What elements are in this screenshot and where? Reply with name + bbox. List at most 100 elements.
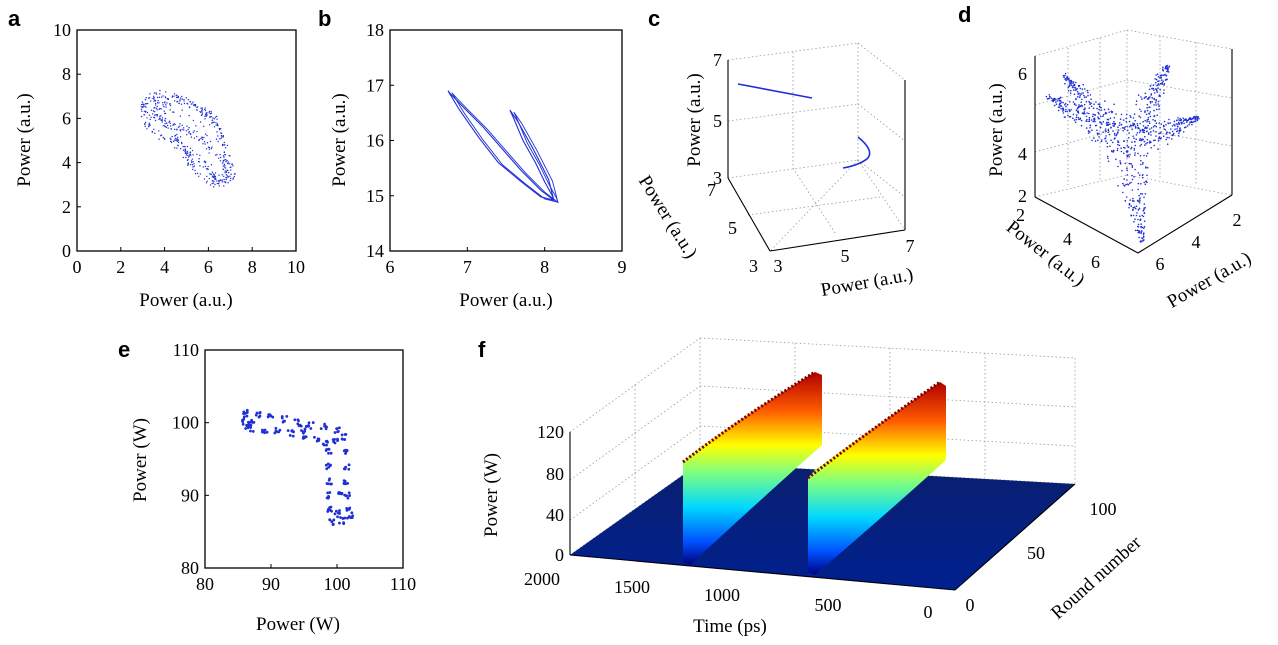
data-point-d [1183,119,1185,121]
x-tick-label: 100 [324,574,351,594]
data-point-a [215,122,217,124]
y-tick-f-100: 100 [1090,499,1117,519]
data-point-d [1079,94,1081,97]
data-point-e [347,467,351,471]
data-point-a [168,121,170,123]
data-point-d [1143,208,1145,211]
data-point-a [199,173,202,175]
data-point-d [1158,105,1160,107]
data-point-d [1147,124,1149,127]
data-point-d [1176,130,1179,132]
data-point-a [201,136,204,139]
data-point-a [214,183,216,186]
data-point-d [1129,199,1131,201]
data-point-e [321,442,325,446]
data-point-e [335,427,339,430]
data-point-a [232,178,234,180]
data-point-d [1188,123,1190,126]
data-point-d [1126,125,1128,128]
panel-c: c 7 5 3 7 5 3 [634,6,915,301]
data-point-a [183,102,186,105]
data-point-d [1128,132,1130,134]
data-point-d [1143,220,1146,222]
x-tick-f-1500: 1500 [614,577,650,597]
data-point-d [1141,176,1144,179]
data-point-e [299,424,303,428]
data-point-e [242,415,246,419]
data-point-d [1141,138,1144,141]
data-point-d [1145,127,1148,130]
data-point-e [339,516,342,519]
data-point-d [1139,138,1141,140]
data-point-d [1157,76,1160,78]
data-point-a [176,133,178,136]
data-point-d [1146,141,1149,144]
data-point-a [187,158,189,161]
data-point-a [213,118,216,120]
data-point-d [1190,117,1192,120]
data-point-a [218,157,220,159]
data-point-d [1104,128,1107,130]
data-point-a [204,161,207,164]
y-tick-label: 10 [53,20,71,40]
data-point-d [1114,123,1116,126]
data-point-d [1127,154,1130,156]
data-point-a [218,181,220,183]
data-point-a [226,159,228,162]
data-point-d [1196,116,1199,118]
data-point-e [337,426,341,430]
data-point-d [1113,132,1116,135]
data-point-d [1112,130,1114,132]
data-point-d [1153,115,1156,117]
data-point-a [204,115,206,118]
data-point-a [152,95,155,98]
data-point-a [194,173,197,175]
y-tick-d-2: 2 [1016,205,1025,225]
data-point-d [1097,116,1099,118]
data-point-a [148,114,151,116]
data-point-d [1182,117,1185,119]
ridge-1-crest [682,370,816,464]
data-point-d [1105,135,1107,137]
data-point-d [1064,116,1066,118]
data-point-a [217,135,219,137]
data-point-e [334,509,338,513]
data-point-d [1143,129,1146,132]
data-point-d [1131,166,1134,169]
data-point-e [324,463,328,467]
data-point-d [1150,141,1152,143]
data-point-d [1149,128,1151,130]
data-point-d [1176,119,1178,121]
data-point-a [224,144,226,146]
data-point-d [1107,118,1110,121]
data-point-a [204,143,206,145]
data-point-d [1108,133,1111,136]
data-point-e [341,517,345,520]
data-point-d [1081,98,1083,101]
data-point-d [1178,129,1181,132]
data-point-a [209,140,212,143]
data-point-d [1191,123,1193,126]
data-point-d [1064,74,1066,77]
data-point-d [1065,108,1067,111]
data-point-a [207,165,209,168]
data-point-d [1127,183,1130,186]
data-point-a [203,160,206,162]
data-point-d [1080,124,1083,127]
data-point-e [329,464,332,467]
data-point-d [1160,131,1162,133]
data-point-a [192,168,194,171]
data-point-a [208,112,210,114]
data-point-d [1092,107,1095,110]
data-point-d [1157,87,1159,89]
data-point-e [325,443,328,447]
y-tick-f-50: 50 [1027,543,1045,563]
data-point-e [333,512,337,516]
data-point-a [185,156,187,159]
data-point-a [219,160,222,162]
data-point-d [1057,109,1060,112]
data-point-d [1157,148,1159,150]
data-point-d [1130,181,1132,184]
data-point-a [173,111,175,113]
data-point-d [1113,149,1115,152]
